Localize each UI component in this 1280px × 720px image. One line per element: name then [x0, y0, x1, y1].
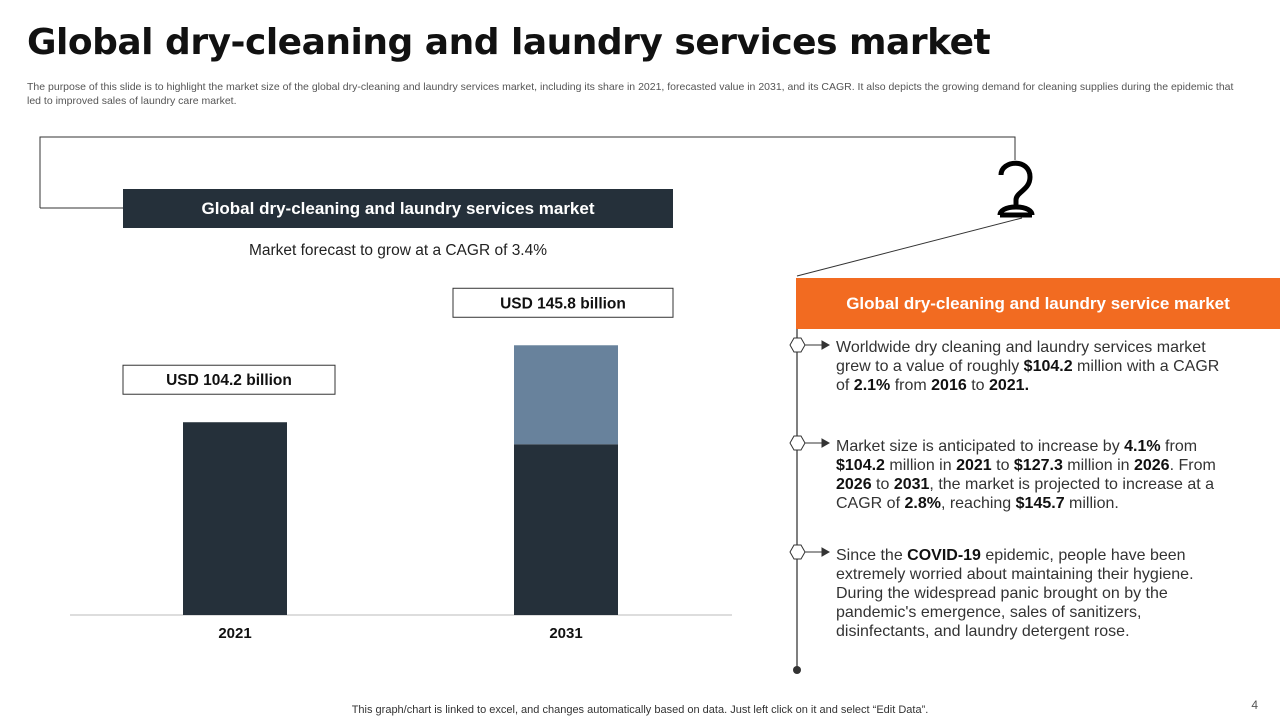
text-run: to — [966, 377, 989, 394]
total-label-box — [452, 287, 674, 318]
text-run: million in — [1062, 457, 1134, 474]
connector — [39, 136, 1016, 208]
text-run: 2026 — [1133, 457, 1170, 474]
title: Global dry-cleaning and laundry services… — [27, 22, 991, 63]
total-label: USD 104.2 billion — [166, 372, 292, 389]
bar-segment — [514, 444, 618, 615]
text-run: $145.7 — [1015, 495, 1065, 512]
panel-item: Since the COVID-19 epidemic, people have… — [836, 546, 1226, 641]
arrows — [805, 340, 831, 557]
connector — [796, 217, 1023, 277]
text-run: 2026 — [836, 476, 872, 493]
text-run: . From — [1169, 457, 1216, 474]
footer: This graph/chart is linked to excel, and… — [351, 704, 929, 716]
text-run: $104.2 — [1023, 358, 1073, 375]
text-run: from — [890, 377, 932, 394]
bullets — [789, 337, 806, 560]
text-run: Market size is anticipated to increase b… — [836, 438, 1125, 455]
chart-subtitle: Market forecast to grow at a CAGR of 3.4… — [248, 242, 548, 259]
text-run: 2021. — [988, 377, 1030, 394]
text-run: $104.2 — [836, 457, 885, 474]
subtitle: The purpose of this slide is to highligh… — [27, 81, 1234, 107]
bar-segment — [514, 345, 618, 445]
text-run: from — [1160, 438, 1198, 455]
text-run: 2016 — [931, 377, 967, 394]
text-run: million with a CAGR of — [836, 358, 1220, 394]
text-run: epidemic, people have been extremely wor… — [836, 547, 1194, 640]
x-tick-label: 2031 — [549, 625, 582, 642]
panel-header: Global dry-cleaning and laundry service … — [796, 278, 1280, 329]
text-run: COVID-19 — [907, 547, 981, 564]
text-run: 2031 — [893, 476, 930, 493]
text-run: million. — [1064, 495, 1119, 512]
panel-item: Market size is anticipated to increase b… — [836, 437, 1226, 513]
hanger-icon — [997, 160, 1035, 218]
panel-item: Worldwide dry cleaning and laundry servi… — [836, 338, 1226, 395]
total-label: USD 145.8 billion — [500, 295, 626, 312]
text-run: 2.8% — [904, 495, 941, 512]
bar-segment — [183, 422, 287, 615]
chart-header: Global dry-cleaning and laundry services… — [123, 189, 673, 228]
total-label-box — [122, 364, 336, 395]
text-run: Since the — [836, 547, 908, 564]
text-run: 2021 — [956, 457, 992, 474]
text-run: , reaching — [940, 495, 1016, 512]
text-run: , the market is projected to increase at… — [836, 476, 1215, 512]
text-run: million in — [884, 457, 957, 474]
text-run: to — [991, 457, 1014, 474]
x-tick-label: 2021 — [218, 625, 251, 642]
text-run: Worldwide dry cleaning and laundry servi… — [836, 339, 1206, 375]
text-run: 2.1% — [853, 377, 891, 394]
text-run: 4.1% — [1124, 438, 1161, 455]
text-run: to — [871, 476, 894, 493]
timeline-end — [793, 666, 801, 674]
text-run: $127.3 — [1013, 457, 1063, 474]
page-number: 4 — [1251, 698, 1258, 712]
